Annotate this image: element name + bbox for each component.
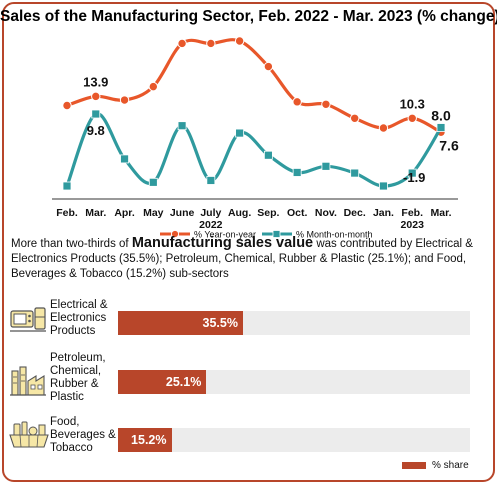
share-value-petroleum: 25.1% [165, 375, 202, 389]
electronics-icon [10, 307, 46, 332]
yoy-point [206, 38, 216, 49]
data-label: -1.9 [403, 170, 425, 185]
sector-label-food: Food, Beverages & Tobacco [50, 416, 116, 454]
chart-title: Sales of the Manufacturing Sector, Feb. … [0, 8, 497, 25]
x-tick-label: June [170, 207, 195, 219]
legend-label: % Year-on-year [194, 230, 256, 240]
x-tick-label: Nov. [315, 207, 337, 219]
yoy-point [349, 113, 360, 123]
mom-point [263, 150, 273, 160]
yoy-point [177, 38, 187, 49]
yoy-point [407, 113, 417, 123]
sector-label-petroleum: Petroleum, Chemical, Rubber & Plastic [50, 352, 106, 403]
description-text: More than two-thirds of Manufacturing sa… [11, 236, 487, 282]
mom-point [321, 161, 331, 171]
yoy-point [62, 100, 72, 111]
share-bar-electrical: 35.5% [118, 311, 243, 335]
legend-marker-yoy [170, 229, 180, 239]
yoy-point [321, 99, 331, 109]
data-label: 7.6 [439, 138, 459, 154]
mom-point [407, 168, 417, 178]
share-bar-petroleum: 25.1% [118, 370, 207, 394]
x-tick-label: Mar. [430, 207, 451, 219]
x-tick-label: Sep. [257, 207, 279, 219]
series-line-0 [66, 38, 442, 134]
food-basket-icon [9, 421, 49, 448]
x-tick-label: Feb. [56, 207, 78, 219]
description-before: More than two-thirds of [11, 238, 132, 250]
mom-point [292, 168, 302, 177]
share-value-electrical: 35.5% [202, 316, 238, 330]
yoy-point [263, 61, 274, 72]
x-tick-label: Dec. [344, 207, 366, 219]
legend-marker-mom [272, 230, 281, 238]
data-label: 8.0 [431, 107, 451, 123]
description-after: was contributed by Electrical & Electron… [11, 238, 473, 280]
share-value-food: 15.2% [131, 433, 167, 447]
yoy-point [292, 97, 302, 107]
share-bar-food: 15.2% [118, 428, 172, 452]
x-tick-label: Aug. [228, 207, 251, 219]
x-year-label: 2022 [199, 219, 223, 231]
yoy-point [119, 95, 130, 105]
yoy-point [378, 123, 389, 133]
mom-point [206, 176, 216, 185]
yoy-point [234, 36, 245, 46]
legend-label: % Month-on-month [296, 230, 373, 240]
yoy-point [91, 91, 101, 102]
share-legend-swatch [402, 461, 426, 469]
description-bold: Manufacturing sales value [131, 235, 314, 251]
x-tick-label: Mar. [85, 207, 106, 219]
mom-point [436, 123, 446, 132]
data-label: 9.8 [87, 123, 105, 138]
line-chart: 13.9 10.3 8.0 9.8 -1.9 7.6 Feb. Mar. Apr. May June… [52, 36, 459, 240]
share-bar-track-food: 15.2% [118, 428, 470, 452]
x-tick-label: July [200, 207, 221, 219]
mom-point [177, 121, 187, 131]
factory-icon [10, 366, 46, 396]
x-tick-label: May [143, 207, 164, 219]
mom-point [235, 128, 245, 138]
data-label: 13.9 [83, 74, 108, 89]
yoy-point [148, 81, 159, 92]
share-bar-track-petroleum: 25.1% [118, 370, 470, 394]
x-tick-label: Feb. [401, 207, 423, 219]
x-tick-label: Apr. [114, 207, 135, 219]
data-label: 10.3 [400, 96, 425, 111]
x-tick-label: Oct. [287, 207, 308, 219]
mom-point [120, 154, 129, 164]
share-bar-track-electrical: 35.5% [118, 311, 470, 335]
x-year-label: 2023 [401, 219, 425, 231]
mom-point [379, 181, 388, 191]
share-legend: % share [402, 460, 469, 471]
mom-point [91, 109, 101, 119]
x-tick-label: Jan. [373, 207, 394, 219]
share-legend-label: % share [432, 460, 469, 471]
mom-point [62, 181, 72, 191]
mom-point [350, 168, 360, 178]
mom-point [148, 177, 158, 187]
sector-label-electrical: Electrical & Electronics Products [50, 299, 108, 337]
